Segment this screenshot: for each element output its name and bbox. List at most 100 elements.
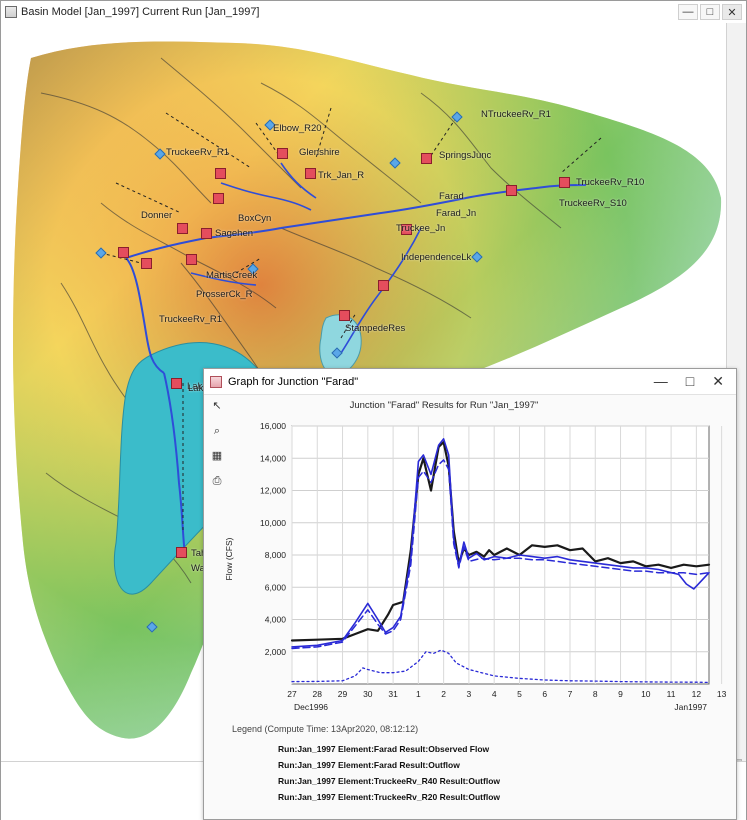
junction-icon[interactable] xyxy=(339,310,350,321)
map-label: TruckeeRv_R1 xyxy=(159,314,223,325)
x-tick-label: 5 xyxy=(517,689,522,699)
map-label: BoxCyn xyxy=(238,213,272,224)
map-label: TruckeeRv_R1 xyxy=(166,147,230,158)
x-tick-label: 30 xyxy=(363,689,373,699)
junction-icon[interactable] xyxy=(506,185,517,196)
chart-series xyxy=(290,438,711,684)
app-icon xyxy=(5,6,17,18)
junction-icon[interactable] xyxy=(378,280,389,291)
series-line-0 xyxy=(290,440,711,642)
print-tool-icon[interactable]: ⎙ xyxy=(212,475,222,487)
legend-title: Legend (Compute Time: 13Apr2020, 08:12:1… xyxy=(232,724,419,734)
x-tick-label: 12 xyxy=(692,689,702,699)
graph-window[interactable]: Graph for Junction "Farad" — □ ✕ ↖ ⌕ ▦ ⎙… xyxy=(203,368,747,820)
y-tick-label: 16,000 xyxy=(260,421,286,431)
maximize-button[interactable]: □ xyxy=(700,4,720,20)
legend-item: Run:Jan_1997 Element:Farad Result:Outflo… xyxy=(240,758,710,772)
junction-icon[interactable] xyxy=(215,168,226,179)
graph-toolbar: ↖ ⌕ ▦ ⎙ xyxy=(210,399,226,489)
junction-icon[interactable] xyxy=(559,177,570,188)
map-label: Elbow_R20 xyxy=(273,123,322,134)
x-tick-label: 11 xyxy=(667,689,676,699)
series-line-1 xyxy=(291,438,710,648)
x-tick-label: 6 xyxy=(542,689,547,699)
x-tick-label: 29 xyxy=(338,689,348,699)
junction-icon[interactable] xyxy=(213,193,224,204)
graph-window-title: Graph for Junction "Farad" xyxy=(228,375,359,388)
legend-text: Run:Jan_1997 Element:Farad Result:Observ… xyxy=(278,744,490,754)
legend-item: Run:Jan_1997 Element:TruckeeRv_R20 Resul… xyxy=(240,790,710,804)
properties-tool-icon[interactable]: ▦ xyxy=(211,450,223,462)
x-tick-label: 3 xyxy=(467,689,472,699)
y-tick-label: 8,000 xyxy=(265,550,287,560)
x-group-label-right: Jan1997 xyxy=(674,702,707,712)
y-axis-label: Flow (CFS) xyxy=(224,537,234,580)
x-group-label-left: Dec1996 xyxy=(294,702,328,712)
connectors xyxy=(100,107,602,533)
junction-icon[interactable] xyxy=(171,378,182,389)
minimize-button[interactable]: — xyxy=(678,4,698,20)
legend: Legend (Compute Time: 13Apr2020, 08:12:1… xyxy=(232,724,722,816)
series-line-3 xyxy=(291,649,710,684)
x-tick-label: 4 xyxy=(492,689,497,699)
map-label: Donner xyxy=(141,210,173,221)
map-label: StampedeRes xyxy=(345,323,406,334)
x-tick-label: 2 xyxy=(441,689,446,699)
close-button[interactable]: ✕ xyxy=(722,4,742,20)
chart-axes: 272829303112345678910111213142,0004,0006… xyxy=(260,421,747,712)
graph-window-titlebar: Graph for Junction "Farad" — □ ✕ xyxy=(204,369,736,395)
y-tick-label: 4,000 xyxy=(265,615,287,625)
map-label: Farad xyxy=(439,191,464,202)
series-line-2 xyxy=(291,459,710,650)
map-label: Glenshire xyxy=(299,147,340,158)
map-label: Farad_Jn xyxy=(436,208,477,219)
map-label: Truckee_Jn xyxy=(396,223,446,234)
x-tick-label: 27 xyxy=(287,689,297,699)
x-tick-label: 7 xyxy=(568,689,573,699)
graph-close-button[interactable]: ✕ xyxy=(712,373,724,389)
y-tick-label: 6,000 xyxy=(265,582,287,592)
junction-icon[interactable] xyxy=(186,254,197,265)
junction-icon[interactable] xyxy=(401,224,412,235)
graph-window-controls: — □ ✕ xyxy=(654,373,736,390)
map-label: TruckeeRv_S10 xyxy=(559,198,627,209)
window-titlebar: Basin Model [Jan_1997] Current Run [Jan_… xyxy=(1,1,746,24)
junction-icon[interactable] xyxy=(176,547,187,558)
junction-icon[interactable] xyxy=(421,153,432,164)
x-tick-label: 9 xyxy=(618,689,623,699)
window-title: Basin Model [Jan_1997] Current Run [Jan_… xyxy=(21,6,260,18)
legend-item: Run:Jan_1997 Element:TruckeeRv_R40 Resul… xyxy=(240,774,710,788)
legend-text: Run:Jan_1997 Element:Farad Result:Outflo… xyxy=(278,760,460,770)
x-tick-label: 1 xyxy=(416,689,421,699)
map-label: SpringsJunc xyxy=(439,150,492,161)
y-tick-label: 10,000 xyxy=(260,518,286,528)
legend-text: Run:Jan_1997 Element:TruckeeRv_R20 Resul… xyxy=(278,792,501,802)
legend-item: Run:Jan_1997 Element:Farad Result:Observ… xyxy=(240,742,710,756)
graph-maximize-button[interactable]: □ xyxy=(685,373,695,389)
junction-icon[interactable] xyxy=(305,168,316,179)
y-tick-label: 12,000 xyxy=(260,486,286,496)
junction-icon[interactable] xyxy=(141,258,152,269)
map-label: Trk_Jan_R xyxy=(318,170,365,181)
junction-icon[interactable] xyxy=(118,247,129,258)
graph-minimize-button[interactable]: — xyxy=(653,373,668,389)
x-tick-label: 8 xyxy=(593,689,598,699)
junction-icon[interactable] xyxy=(201,228,212,239)
x-tick-label: 13 xyxy=(717,689,727,699)
map-label: MartisCreek xyxy=(206,270,258,281)
junction-icon[interactable] xyxy=(177,223,188,234)
results-chart: Junction "Farad" Results for Run "Jan_19… xyxy=(224,400,747,712)
map-label: TruckeeRv_R10 xyxy=(576,177,645,188)
zoom-tool-icon[interactable]: ⌕ xyxy=(213,425,221,437)
graph-window-icon xyxy=(210,375,222,388)
junction-icon[interactable] xyxy=(277,148,288,159)
x-tick-label: 31 xyxy=(388,689,398,699)
map-label: Sagehen xyxy=(215,228,254,239)
chart-title: Junction "Farad" Results for Run "Jan_19… xyxy=(350,400,539,411)
select-tool-icon[interactable]: ↖ xyxy=(212,400,222,412)
map-label: ProsserCk_R xyxy=(196,289,253,300)
map-label: IndependenceLk xyxy=(401,252,472,263)
x-tick-label: 28 xyxy=(313,689,323,699)
x-tick-label: 10 xyxy=(641,689,651,699)
